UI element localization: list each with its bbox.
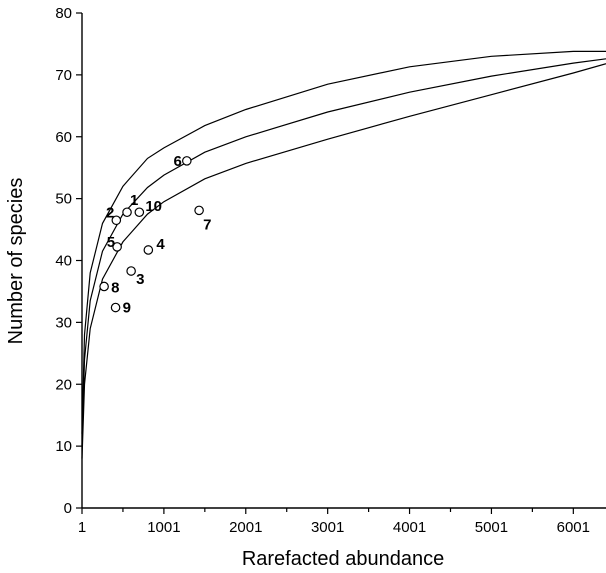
x-axis-title: Rarefacted abundance — [242, 548, 444, 570]
y-tick-label: 40 — [55, 253, 72, 270]
data-point — [112, 242, 122, 252]
y-tick-label: 20 — [55, 376, 72, 393]
data-points: 12 3 4 5 6 7 89 10 — [99, 153, 211, 317]
y-tick-label: 70 — [55, 67, 72, 84]
x-tick-label: 4001 — [393, 519, 426, 536]
data-point-label: 3 — [136, 271, 144, 288]
data-point — [143, 245, 154, 255]
x-tick-label: 3001 — [311, 519, 344, 536]
data-point-label: 10 — [145, 198, 162, 215]
y-axis-title: Number of species — [5, 178, 27, 345]
data-point — [99, 281, 109, 292]
chart-axes: 0 10 20 30 40 50 60 70 80 1 1001 2001 3001 4001 5001 60… — [55, 5, 606, 536]
y-tick-label: 50 — [55, 191, 72, 208]
x-tick-label: 5001 — [475, 519, 508, 536]
y-tick-label: 60 — [55, 129, 72, 146]
data-point-label: 8 — [111, 279, 119, 296]
y-tick-label: 80 — [55, 5, 72, 22]
rarefaction-curve-upper — [81, 50, 606, 434]
data-point-label: 1 — [130, 192, 138, 209]
data-point-label: 6 — [173, 153, 181, 170]
rarefaction-curves — [81, 50, 606, 459]
data-point — [182, 156, 192, 166]
data-point — [134, 207, 145, 218]
rarefaction-curve-lower — [81, 63, 606, 459]
y-tick-label: 30 — [55, 314, 72, 331]
data-point — [126, 266, 136, 276]
data-point-label: 4 — [156, 236, 165, 253]
data-point-label: 7 — [203, 216, 211, 233]
data-point — [111, 215, 122, 226]
data-point — [122, 207, 132, 218]
data-point-label: 5 — [107, 234, 115, 251]
x-tick-label: 1001 — [147, 519, 180, 536]
data-point-label: 9 — [123, 300, 131, 317]
y-tick-label: 10 — [55, 438, 72, 455]
data-point-label: 2 — [106, 204, 114, 221]
x-tick-label: 1 — [78, 519, 86, 536]
x-tick-label: 2001 — [229, 519, 262, 536]
data-point — [110, 302, 121, 313]
x-tick-label: 6001 — [557, 519, 590, 536]
y-tick-label: 0 — [64, 500, 72, 517]
data-point — [194, 205, 204, 216]
